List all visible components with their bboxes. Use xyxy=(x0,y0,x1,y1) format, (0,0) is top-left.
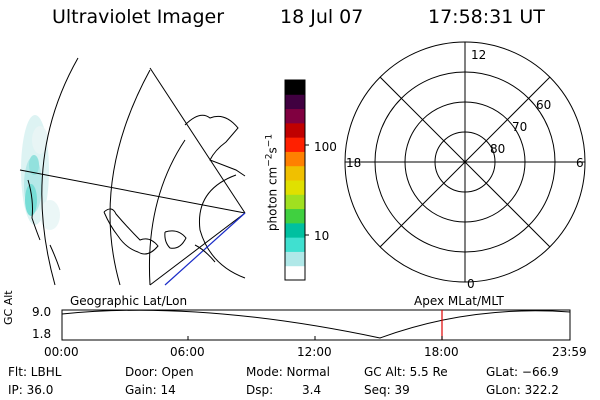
ip-status: IP: 36.0 xyxy=(8,383,54,397)
colorbar-segment xyxy=(285,265,305,281)
colorbar-tick-label-10: 10 xyxy=(314,229,330,243)
glat-status: GLat: −66.9 xyxy=(486,365,559,379)
colorbar-segment xyxy=(285,208,305,224)
colorbar-segment xyxy=(285,94,305,110)
observation-time: 17:58:31 UT xyxy=(428,6,545,28)
door-status: Door: Open xyxy=(125,365,194,379)
colorbar-segment xyxy=(285,194,305,210)
lat-label-60: 60 xyxy=(536,98,552,112)
colorbar-segment xyxy=(285,151,305,167)
colorbar-segment xyxy=(285,237,305,252)
mlt-label-6: 6 xyxy=(576,156,584,170)
colorbar-frame xyxy=(284,79,306,281)
time-tick-2359: 23:59 xyxy=(552,345,587,359)
colorbar-segment xyxy=(285,137,305,152)
filter-status: Flt: LBHL xyxy=(8,365,62,379)
colorbar-segment xyxy=(285,165,305,181)
colorbar-segment xyxy=(285,222,305,238)
colorbar-segment xyxy=(285,180,305,195)
geographic-map xyxy=(19,57,246,286)
altitude-tick-bottom: 1.8 xyxy=(32,327,52,341)
altitude-axis-label: GC Alt xyxy=(2,290,15,325)
magnetic-polar-grid xyxy=(344,41,586,283)
observation-date: 18 Jul 07 xyxy=(280,6,364,28)
uv-emission-cloud xyxy=(21,115,60,230)
colorbar-segment xyxy=(285,80,305,95)
seq-status: Seq: 39 xyxy=(364,383,410,397)
lat-label-70: 70 xyxy=(512,120,528,134)
colorbar-tick-label-100: 100 xyxy=(314,140,337,154)
lat-label-80: 80 xyxy=(490,142,506,156)
dsp-label: Dsp: xyxy=(246,383,274,397)
colorbar-unit-label: photon cm−2s−1 xyxy=(264,133,280,232)
time-tick-1800: 18:00 xyxy=(424,345,459,359)
dsp-value: 3.4 xyxy=(302,383,322,397)
colorbar-segment xyxy=(285,122,305,138)
magnetic-grid-label: Apex MLat/MLT xyxy=(414,294,504,308)
colorbar-segment xyxy=(285,108,305,124)
altitude-tick-top: 9.0 xyxy=(32,305,52,319)
time-tick-1200: 12:00 xyxy=(297,345,332,359)
geographic-grid-label: Geographic Lat/Lon xyxy=(70,294,188,308)
mlt-label-12: 12 xyxy=(471,48,487,62)
gain-status: Gain: 14 xyxy=(125,383,176,397)
mlt-label-0: 0 xyxy=(467,277,475,291)
glon-status: GLon: 322.2 xyxy=(486,383,559,397)
colorbar-segment xyxy=(285,251,305,267)
altitude-plot xyxy=(61,309,571,341)
instrument-title: Ultraviolet Imager xyxy=(52,6,225,28)
time-tick-0000: 00:00 xyxy=(44,345,79,359)
colorbar xyxy=(285,80,305,281)
gc-alt-status: GC Alt: 5.5 Re xyxy=(364,365,448,379)
mode-status: Mode: Normal xyxy=(246,365,330,379)
mlt-label-18: 18 xyxy=(346,156,362,170)
time-tick-0600: 06:00 xyxy=(170,345,205,359)
